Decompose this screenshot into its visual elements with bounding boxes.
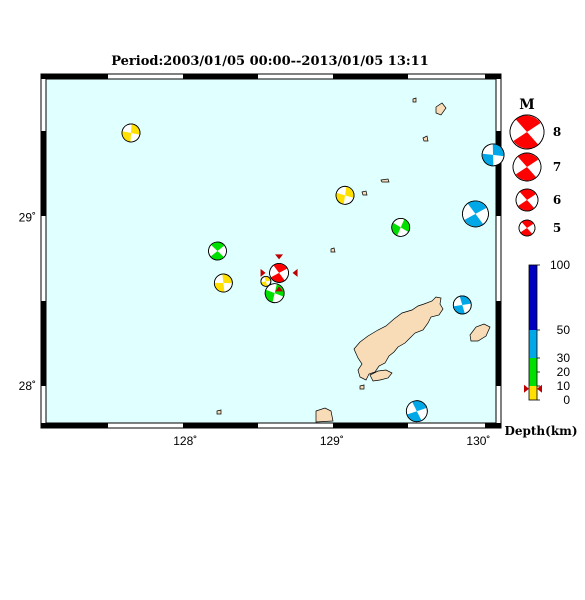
focal-mechanism	[452, 295, 472, 315]
epicenter-marker	[260, 268, 266, 277]
latitude-tick-labels: 29˚ 28˚	[19, 210, 36, 393]
depth-color-segment	[529, 358, 537, 386]
islet-5	[330, 247, 336, 253]
frame-bar-top	[485, 74, 501, 79]
longitude-tick-labels: 128˚ 129˚ 130˚	[173, 434, 490, 448]
epicenter-marker	[292, 268, 298, 277]
magnitude-legend-symbol	[518, 219, 536, 237]
longitude-tick-label: 128˚	[173, 434, 197, 448]
longitude-tick-label: 130˚	[466, 434, 490, 448]
depth-bar-outline	[528, 264, 538, 401]
frame-bar-left	[41, 301, 46, 386]
focal-mechanism	[405, 400, 428, 423]
magnitude-legend-label: 7	[553, 160, 561, 174]
frame-bar-top	[41, 74, 108, 79]
magnitude-legend-label: 5	[553, 221, 561, 235]
magnitude-legend-title: M	[519, 97, 535, 113]
depth-tick-label: 30	[557, 351, 571, 365]
depth-tick-label: 20	[557, 365, 571, 379]
depth-color-segment	[529, 330, 537, 358]
frame-bar-right	[496, 131, 501, 216]
kikai-island	[469, 323, 491, 342]
frame-bar-bottom	[41, 423, 108, 428]
frame-bar-bottom	[183, 423, 258, 428]
islet-7	[359, 384, 365, 390]
depth-color-segment	[529, 265, 537, 330]
frame-bar-bottom	[333, 423, 408, 428]
main-shock-mechanism	[269, 263, 289, 283]
focal-mechanism	[213, 273, 233, 293]
depth-tick-label: 10	[557, 379, 571, 393]
magnitude-legend-symbol	[512, 152, 542, 182]
depth-tick-label: 0	[563, 393, 570, 407]
islet-4	[361, 190, 368, 196]
epicenter-marker	[275, 254, 284, 260]
focal-mechanism	[335, 185, 355, 205]
yokoate-island	[435, 102, 447, 116]
magnitude-legend-symbol	[509, 114, 545, 150]
frame-bar-top	[183, 74, 258, 79]
magnitude-legend: M 8 7 6 5	[509, 97, 561, 237]
islet-6	[216, 409, 222, 415]
frame-bar-top	[333, 74, 408, 79]
land-areas	[216, 97, 491, 423]
longitude-tick-label: 129˚	[320, 434, 344, 448]
depth-tick-label: 50	[557, 323, 571, 337]
amami-oshima-island	[353, 296, 444, 381]
focal-mechanism	[391, 217, 411, 237]
islet-1	[412, 97, 417, 103]
focal-mechanism	[121, 123, 141, 143]
focal-mechanism	[481, 143, 505, 167]
frame-bar-right	[496, 301, 501, 386]
magnitude-legend-symbol	[515, 188, 539, 212]
kakeroma-island	[369, 369, 393, 382]
frame-bar-bottom	[485, 423, 501, 428]
focal-mechanism	[260, 275, 272, 287]
epicenter-marker	[275, 286, 284, 292]
frame-inner	[45, 78, 497, 424]
islet-3	[380, 178, 390, 183]
islet-2	[422, 135, 429, 142]
focal-mechanism	[462, 200, 489, 228]
map-frame	[40, 73, 502, 429]
focal-mechanisms	[121, 123, 505, 423]
latitude-tick-label: 29˚	[19, 210, 36, 224]
magnitude-legend-label: 8	[553, 125, 561, 139]
magnitude-legend-label: 6	[553, 193, 561, 207]
depth-marker-right	[537, 384, 542, 393]
tokunoshima-island	[315, 407, 334, 423]
frame-bar-left	[41, 131, 46, 216]
depth-marker-left	[524, 384, 529, 393]
focal-mechanism	[208, 241, 227, 261]
frame-checkerboard	[41, 74, 501, 428]
latitude-tick-label: 28˚	[19, 379, 36, 393]
depth-tick-label: 100	[550, 258, 570, 272]
depth-legend-title: Depth(km)	[504, 424, 577, 438]
depth-color-segment	[529, 386, 537, 400]
sea-area	[46, 79, 496, 423]
map-title: Period:2003/01/05 00:00--2013/01/05 13:1…	[111, 54, 429, 69]
frame-outer	[40, 73, 502, 429]
